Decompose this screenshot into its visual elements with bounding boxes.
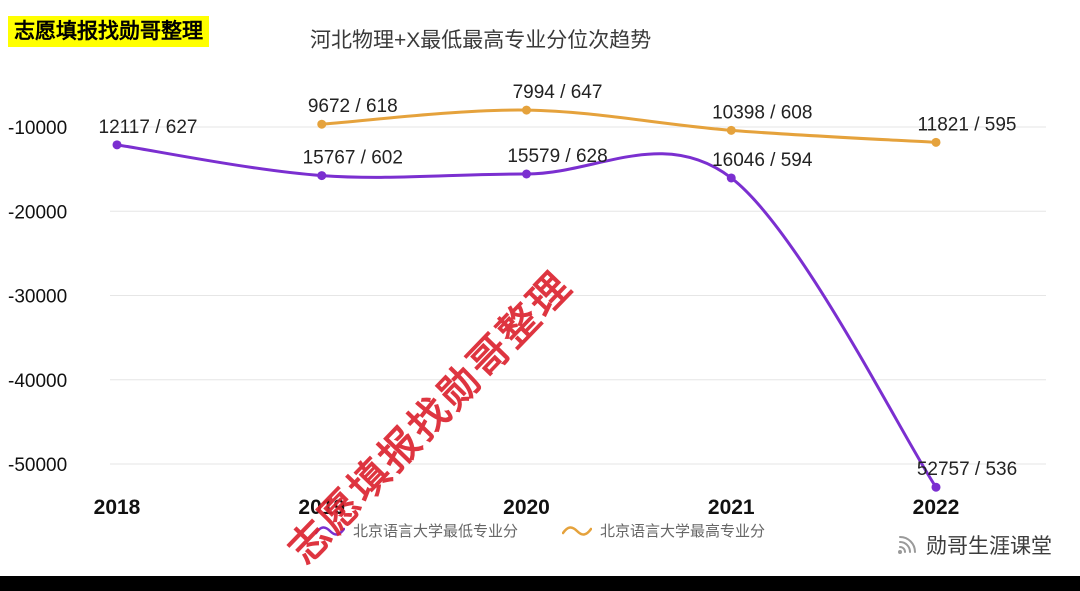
data-point-label: 16046 / 594 [712, 150, 813, 171]
data-point-label: 12117 / 627 [99, 117, 198, 138]
y-axis-tick-label: -30000 [8, 287, 67, 308]
series-line-min [115, 143, 938, 489]
source-badge: 志愿填报找勋哥整理 [8, 16, 209, 48]
y-axis-tick-label: -50000 [8, 455, 67, 476]
legend-label: 北京语言大学最高专业分 [600, 523, 766, 540]
brand-footer: 勋哥生涯课堂 [893, 530, 1052, 560]
x-axis-tick-label: 2021 [708, 496, 755, 519]
legend-item-max[interactable]: 北京语言大学最高专业分 [562, 520, 765, 541]
x-axis-tick-label: 2020 [503, 496, 550, 519]
legend-line-icon [314, 525, 345, 536]
data-point-label: 11821 / 595 [918, 114, 1017, 135]
series-line-max [320, 108, 938, 144]
x-axis-tick-label: 2019 [298, 496, 345, 519]
brand-name: 勋哥生涯课堂 [926, 535, 1052, 558]
data-point-label: 15767 / 602 [303, 148, 403, 169]
y-axis-tick-label: -20000 [8, 202, 67, 223]
data-point-label: 10398 / 608 [712, 102, 812, 123]
x-axis-tick-label: 2018 [94, 496, 141, 519]
data-point-label: 7994 / 647 [513, 82, 603, 103]
data-point[interactable] [317, 119, 327, 129]
y-axis-tick-label: -40000 [8, 371, 67, 392]
data-point[interactable] [931, 137, 941, 147]
chart-legend: 北京语言大学最低专业分 北京语言大学最高专业分 [0, 520, 1080, 541]
data-point[interactable] [931, 482, 941, 492]
legend-label: 北京语言大学最低专业分 [352, 523, 518, 540]
legend-item-min[interactable]: 北京语言大学最低专业分 [314, 520, 518, 541]
data-point[interactable] [522, 105, 531, 115]
data-point[interactable] [112, 140, 122, 150]
bottom-black-bar [0, 576, 1080, 591]
y-axis-tick-label: -10000 [8, 118, 67, 139]
data-point-label: 52757 / 536 [917, 459, 1017, 480]
voice-wave-icon [898, 536, 916, 554]
legend-line-icon [562, 525, 592, 536]
data-point-label: 15579 / 628 [507, 146, 607, 167]
data-point[interactable] [726, 125, 736, 135]
data-point[interactable] [317, 171, 327, 181]
data-point[interactable] [726, 173, 736, 183]
data-point-label: 9672 / 618 [308, 96, 398, 117]
chart-title: 河北物理+X最低最高专业分位次趋势 [310, 29, 652, 52]
data-point[interactable] [522, 169, 531, 179]
x-axis-tick-label: 2022 [913, 496, 960, 519]
